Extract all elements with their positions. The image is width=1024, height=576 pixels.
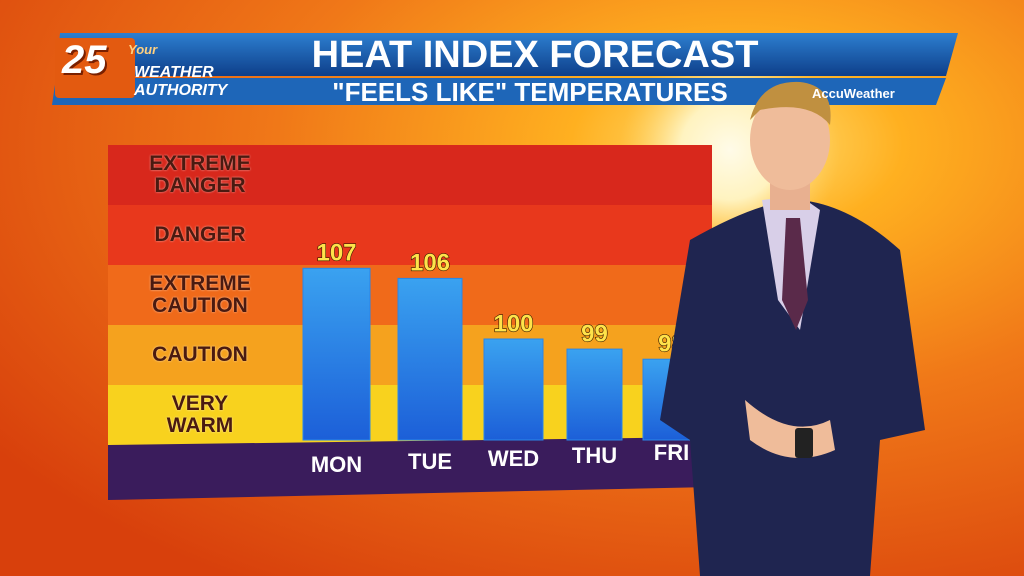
face <box>750 90 830 190</box>
chart-title: HEAT INDEX FORECAST <box>311 34 759 76</box>
x-tick-label: WED <box>488 446 539 471</box>
suit <box>660 200 925 576</box>
bar <box>397 277 463 441</box>
logo-line-1: WEATHER <box>134 64 214 81</box>
presenter <box>660 81 925 576</box>
chart-subtitle: "FEELS LIKE" TEMPERATURES <box>332 77 728 107</box>
zone-band <box>108 205 712 265</box>
logo-number: 25 <box>62 38 107 82</box>
title-banner <box>56 33 958 76</box>
value-label: 99 <box>581 320 608 347</box>
value-label: 100 <box>493 310 533 337</box>
zone-label: VERY WARM <box>166 392 234 437</box>
x-tick-label: THU <box>572 443 617 468</box>
zone-label: EXTREME DANGER <box>149 152 251 197</box>
value-label: 106 <box>410 250 450 277</box>
zone-label: DANGER <box>154 223 246 246</box>
x-tick-label: TUE <box>408 449 452 474</box>
zone-band <box>108 145 712 205</box>
zone-label: CAUTION <box>152 343 248 366</box>
logo-badge <box>55 38 135 98</box>
value-label: 107 <box>316 240 356 267</box>
sponsor-logo: AccuWeather <box>812 86 895 101</box>
x-tick-label: MON <box>311 452 362 477</box>
bar <box>483 338 544 441</box>
x-tick-label: FRI <box>654 440 689 465</box>
zone-label: EXTREME CAUTION <box>149 272 251 317</box>
subtitle-banner <box>52 78 946 105</box>
axis-base <box>108 437 712 500</box>
bar <box>302 267 371 441</box>
logo-tagline: Your <box>128 42 158 57</box>
tie <box>782 218 808 330</box>
hair <box>750 81 831 125</box>
bar <box>566 348 623 441</box>
clicker <box>795 428 813 458</box>
logo-line-2: AUTHORITY <box>134 82 228 99</box>
